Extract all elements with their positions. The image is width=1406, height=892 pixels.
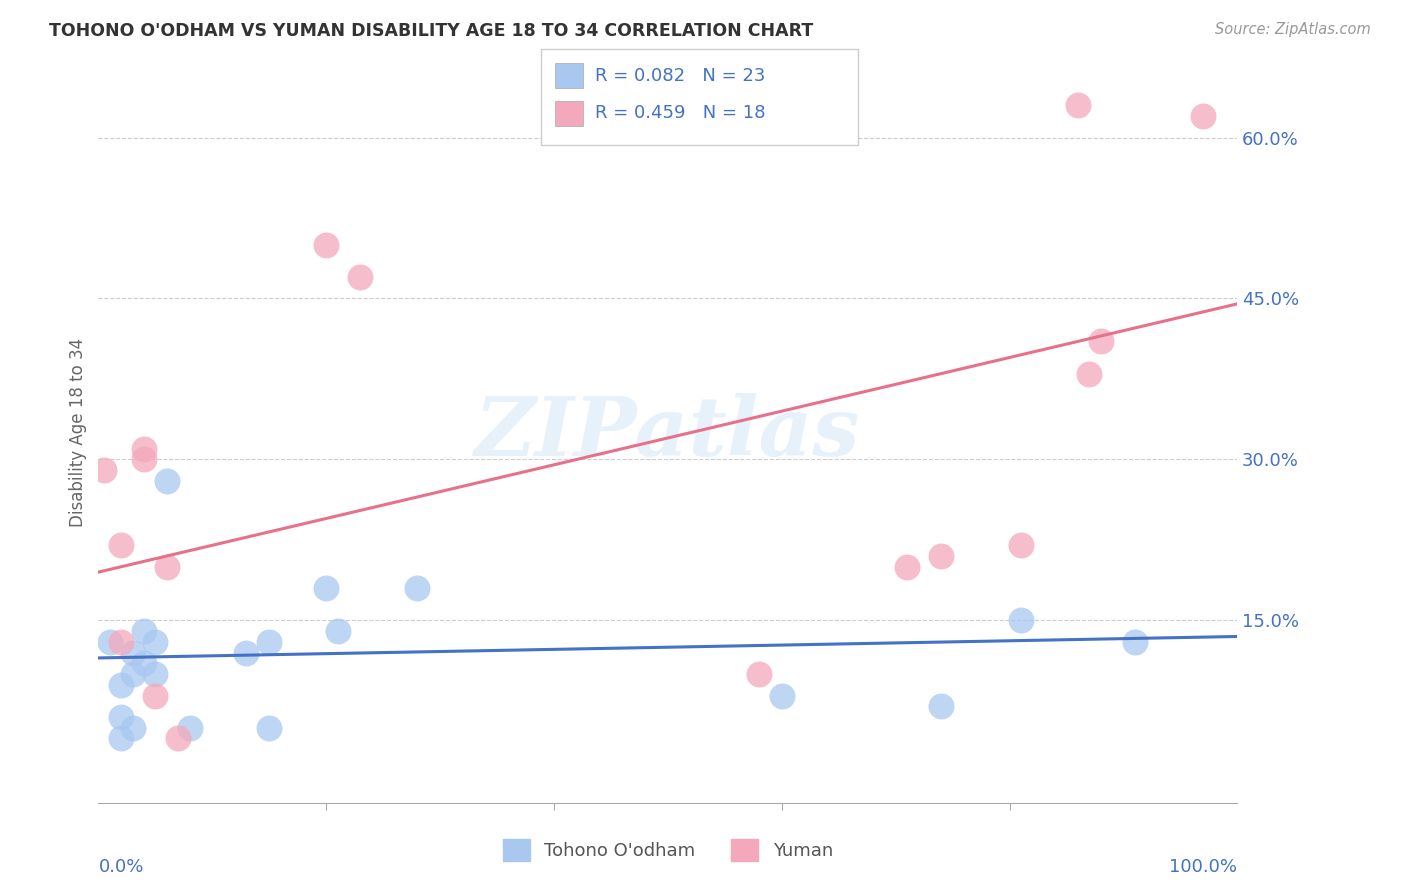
- Point: [110, 538, 132, 552]
- Text: TOHONO O'ODHAM VS YUMAN DISABILITY AGE 18 TO 34 CORRELATION CHART: TOHONO O'ODHAM VS YUMAN DISABILITY AGE 1…: [49, 22, 814, 40]
- Point: [929, 549, 952, 563]
- Legend: Tohono O'odham, Yuman: Tohono O'odham, Yuman: [495, 831, 841, 868]
- Point: [326, 624, 349, 639]
- Point: [1090, 334, 1112, 349]
- Point: [132, 624, 155, 639]
- Point: [110, 678, 132, 692]
- Point: [1123, 635, 1146, 649]
- Point: [110, 710, 132, 724]
- Point: [121, 721, 143, 735]
- Point: [770, 689, 793, 703]
- Point: [167, 731, 190, 746]
- Point: [349, 270, 371, 285]
- Text: Source: ZipAtlas.com: Source: ZipAtlas.com: [1215, 22, 1371, 37]
- Point: [259, 721, 281, 735]
- Point: [156, 559, 179, 574]
- Point: [1192, 109, 1215, 123]
- Point: [132, 442, 155, 456]
- Point: [406, 581, 429, 595]
- Point: [93, 463, 115, 477]
- Point: [145, 689, 167, 703]
- Point: [145, 667, 167, 681]
- Text: 0.0%: 0.0%: [98, 858, 143, 876]
- Point: [748, 667, 770, 681]
- Point: [896, 559, 918, 574]
- Point: [315, 237, 337, 252]
- Point: [1067, 98, 1090, 112]
- Text: ZIPatlas: ZIPatlas: [475, 392, 860, 473]
- Point: [235, 646, 257, 660]
- Y-axis label: Disability Age 18 to 34: Disability Age 18 to 34: [69, 338, 87, 527]
- Point: [121, 667, 143, 681]
- Point: [1010, 614, 1032, 628]
- Point: [259, 635, 281, 649]
- Text: R = 0.082   N = 23: R = 0.082 N = 23: [595, 67, 765, 85]
- Point: [110, 731, 132, 746]
- Point: [132, 452, 155, 467]
- Point: [1078, 367, 1101, 381]
- Point: [145, 635, 167, 649]
- Point: [929, 699, 952, 714]
- Point: [121, 646, 143, 660]
- Point: [110, 635, 132, 649]
- Text: 100.0%: 100.0%: [1170, 858, 1237, 876]
- Point: [179, 721, 201, 735]
- Point: [156, 474, 179, 488]
- Point: [315, 581, 337, 595]
- Point: [98, 635, 121, 649]
- Point: [1010, 538, 1032, 552]
- Point: [132, 657, 155, 671]
- Text: R = 0.459   N = 18: R = 0.459 N = 18: [595, 104, 765, 122]
